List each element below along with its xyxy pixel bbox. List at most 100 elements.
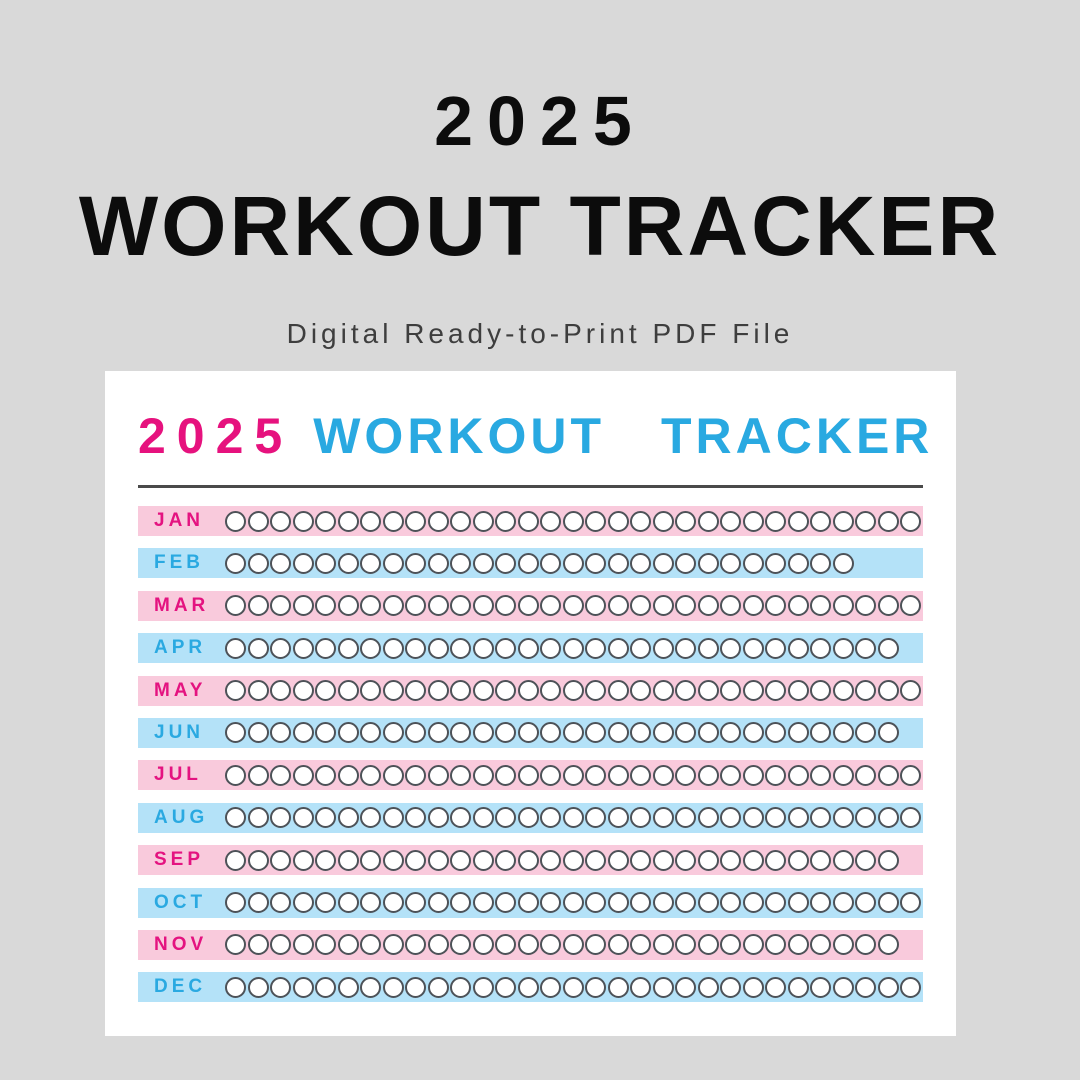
day-circle: [315, 976, 336, 998]
month-row-apr: APR: [138, 633, 923, 664]
day-circle: [832, 892, 854, 914]
day-circle: [540, 892, 561, 914]
month-label: DEC: [154, 976, 207, 998]
day-circle: [495, 722, 516, 744]
day-circle: [832, 934, 854, 956]
day-circle: [607, 680, 629, 702]
day-circle: [697, 976, 719, 998]
day-circle: [787, 637, 809, 659]
day-circle: [427, 552, 449, 574]
day-circle: [337, 722, 359, 744]
day-circle: [675, 976, 696, 998]
day-circle: [405, 552, 426, 574]
day-circle: [495, 976, 516, 998]
day-circle: [652, 976, 674, 998]
day-circle: [495, 934, 516, 956]
day-circle: [450, 892, 471, 914]
day-circle: [292, 637, 314, 659]
day-circle: [787, 722, 809, 744]
day-circle: [472, 807, 494, 829]
day-circle: [585, 807, 606, 829]
day-circle: [810, 680, 831, 702]
day-circle: [247, 934, 269, 956]
day-circle: [517, 595, 539, 617]
day-circle: [562, 892, 584, 914]
heading-divider: [138, 485, 923, 488]
day-circle: [607, 807, 629, 829]
day-circle: [675, 680, 696, 702]
day-circle: [855, 637, 876, 659]
day-circle: [810, 722, 831, 744]
day-circle: [540, 595, 561, 617]
day-circle: [427, 510, 449, 532]
day-circle: [787, 510, 809, 532]
day-circle: [540, 552, 561, 574]
day-circle: [315, 510, 336, 532]
day-circle: [427, 976, 449, 998]
day-circle: [382, 722, 404, 744]
day-circle: [697, 849, 719, 871]
day-circle: [787, 892, 809, 914]
day-circle: [562, 637, 584, 659]
day-circle: [270, 680, 291, 702]
day-circle: [247, 680, 269, 702]
day-circle: [832, 722, 854, 744]
day-circle: [652, 510, 674, 532]
day-circle: [517, 680, 539, 702]
day-circles: [225, 510, 921, 532]
day-circle: [405, 976, 426, 998]
day-circle: [832, 976, 854, 998]
day-circle: [607, 849, 629, 871]
day-circle: [675, 595, 696, 617]
day-circle: [247, 552, 269, 574]
day-circle: [337, 976, 359, 998]
day-circle: [720, 595, 741, 617]
day-circles: [225, 892, 921, 914]
day-circles: [225, 976, 921, 998]
month-row-dec: DEC: [138, 972, 923, 1003]
day-circle: [405, 510, 426, 532]
day-circle: [855, 764, 876, 786]
day-circle: [405, 764, 426, 786]
day-circle: [337, 680, 359, 702]
day-circle: [720, 722, 741, 744]
day-circle: [765, 934, 786, 956]
day-circle: [652, 849, 674, 871]
day-circle: [607, 892, 629, 914]
month-row-mar: MAR: [138, 590, 923, 621]
day-circle: [225, 552, 246, 574]
day-circle: [337, 510, 359, 532]
day-circle: [855, 849, 876, 871]
day-circle: [450, 680, 471, 702]
hero-year-title: 2025: [434, 82, 646, 160]
day-circle: [562, 849, 584, 871]
day-circle: [900, 807, 921, 829]
day-circle: [270, 595, 291, 617]
day-circle: [270, 552, 291, 574]
month-label: MAR: [154, 594, 210, 616]
day-circle: [495, 892, 516, 914]
day-circle: [427, 637, 449, 659]
day-circle: [247, 510, 269, 532]
day-circle: [360, 637, 381, 659]
day-circles: [225, 680, 921, 702]
day-circle: [517, 552, 539, 574]
day-circle: [697, 892, 719, 914]
day-circle: [720, 637, 741, 659]
day-circle: [225, 637, 246, 659]
day-circle: [697, 680, 719, 702]
day-circle: [360, 722, 381, 744]
day-circle: [765, 552, 786, 574]
day-circle: [405, 892, 426, 914]
month-label: FEB: [154, 552, 204, 574]
day-circle: [540, 764, 561, 786]
day-circle: [877, 722, 899, 744]
day-circle: [675, 637, 696, 659]
day-circle: [630, 680, 651, 702]
day-circle: [270, 976, 291, 998]
day-circle: [832, 510, 854, 532]
month-label: NOV: [154, 933, 208, 955]
day-circle: [495, 595, 516, 617]
day-circle: [292, 807, 314, 829]
day-circle: [607, 637, 629, 659]
